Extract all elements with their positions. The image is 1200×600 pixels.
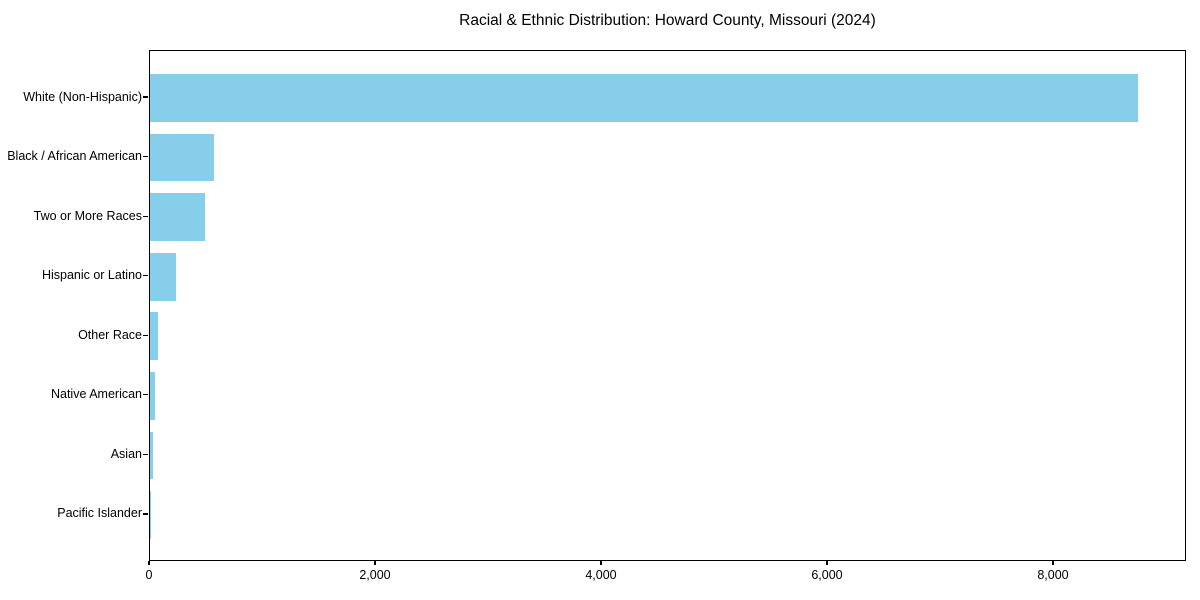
y-tick-label-asian: Asian: [110, 446, 142, 461]
x-tick-label-6000: 6,000: [811, 568, 843, 582]
x-tick-mark: [374, 561, 376, 565]
y-tick-mark: [143, 96, 148, 98]
y-tick-mark: [143, 215, 148, 217]
bar-other-race: [150, 312, 158, 361]
y-tick-label-hispanic-or-latino: Hispanic or Latino: [41, 268, 142, 283]
y-tick-mark: [143, 394, 148, 396]
x-tick-mark: [826, 561, 828, 565]
y-tick-label-two-or-more-races: Two or More Races: [33, 208, 142, 223]
x-tick-label-8000: 8,000: [1037, 568, 1069, 582]
x-tick-mark: [600, 561, 602, 565]
x-tick-label-0: 0: [145, 568, 153, 582]
y-tick-label-native-american: Native American: [50, 387, 142, 402]
x-tick-mark: [1052, 561, 1054, 565]
bar-native-american: [150, 372, 156, 420]
y-tick-label-black-african-american: Black / African American: [7, 149, 142, 164]
y-tick-label-other-race: Other Race: [78, 327, 142, 342]
x-tick-mark: [148, 561, 150, 565]
y-tick-mark: [143, 513, 148, 515]
y-tick-mark: [143, 453, 148, 455]
y-tick-mark: [143, 334, 148, 336]
y-tick-mark: [143, 156, 148, 158]
y-tick-label-pacific-islander: Pacific Islander: [57, 506, 142, 521]
plot-area: [149, 50, 1186, 561]
bar-white-non-hispanic: [150, 74, 1138, 122]
x-tick-label-2000: 2,000: [359, 568, 391, 582]
x-tick-label-4000: 4,000: [585, 568, 617, 582]
chart-title: Racial & Ethnic Distribution: Howard Cou…: [459, 12, 876, 29]
bar-two-or-more-races: [150, 193, 205, 241]
bar-asian: [150, 431, 153, 480]
bar-hispanic-or-latino: [150, 252, 176, 301]
bar-black-african-american: [150, 133, 214, 182]
y-tick-label-white-non-hispanic: White (Non-Hispanic): [23, 89, 142, 104]
y-tick-mark: [143, 275, 148, 277]
